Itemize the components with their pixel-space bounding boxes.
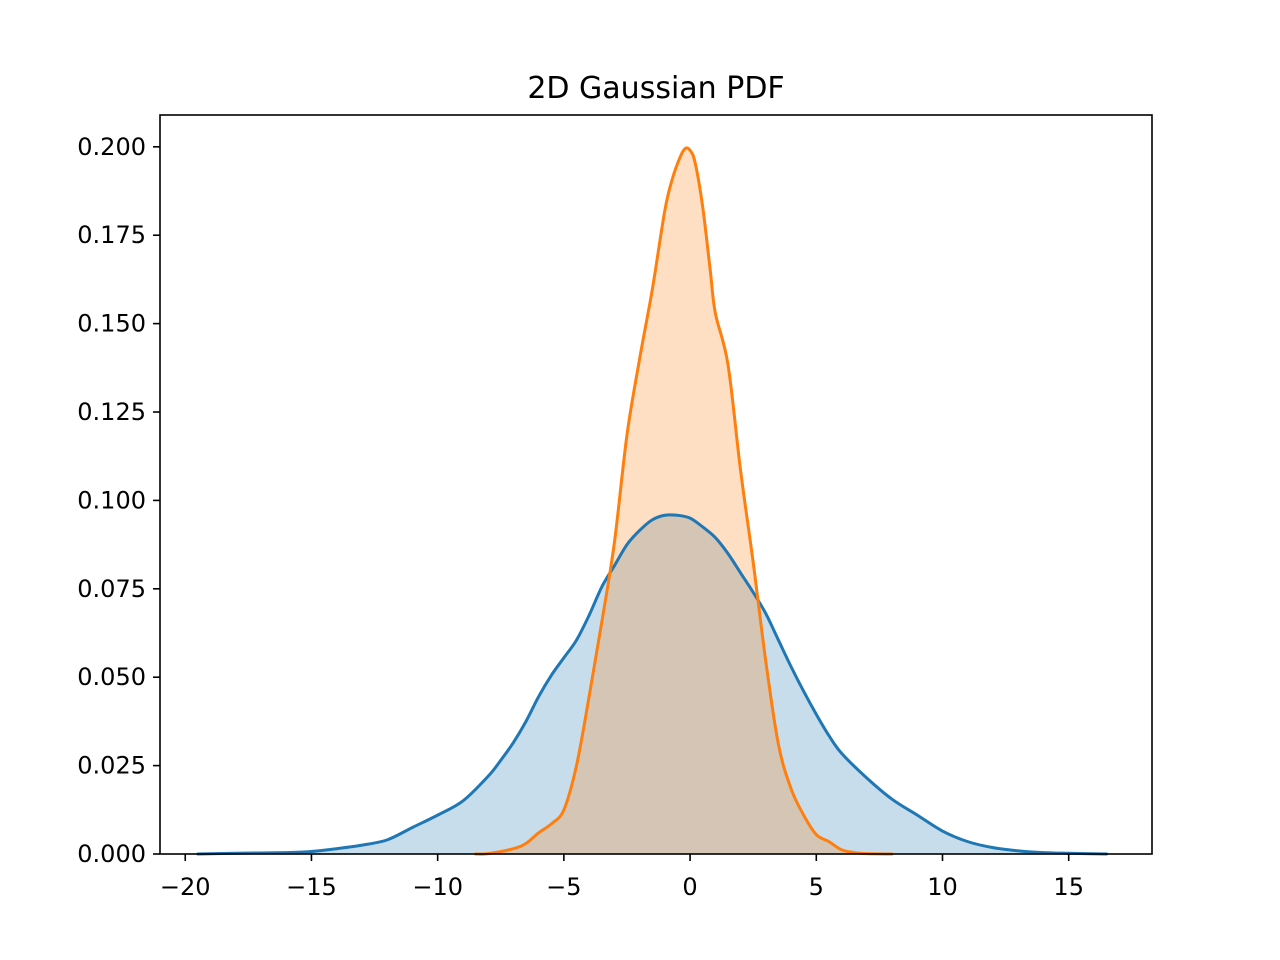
series-1-line [196, 513, 1109, 856]
y-tick-label: 0.200 [77, 133, 146, 161]
x-tick-label: 5 [809, 873, 824, 901]
x-tick-label: 10 [927, 873, 958, 901]
y-tick-label: 0.150 [77, 310, 146, 338]
x-tick-label: −5 [546, 873, 581, 901]
chart-title: 2D Gaussian PDF [527, 71, 784, 106]
x-tick-label: −15 [286, 873, 337, 901]
series-1-fill [197, 514, 1107, 854]
y-tick-label: 0.000 [77, 840, 146, 868]
x-tick-label: 15 [1053, 873, 1084, 901]
series-2-line [474, 146, 894, 856]
y-tick-label: 0.025 [77, 752, 146, 780]
axes-frame [159, 114, 1153, 855]
plot-area [196, 146, 1109, 856]
x-tick-label: 0 [682, 873, 697, 901]
y-tick-label: 0.075 [77, 575, 146, 603]
x-tick-label: −20 [160, 873, 211, 901]
x-tick-label: −10 [412, 873, 463, 901]
x-axis: −20 −15 −10 −5 0 5 10 15 [160, 854, 1084, 901]
y-tick-label: 0.125 [77, 398, 146, 426]
y-tick-label: 0.050 [77, 663, 146, 691]
y-tick-label: 0.175 [77, 221, 146, 249]
y-axis: 0.000 0.025 0.050 0.075 0.100 0.125 0.150 0.175… [77, 133, 160, 868]
series-2-fill [475, 148, 893, 855]
y-tick-label: 0.100 [77, 486, 146, 514]
